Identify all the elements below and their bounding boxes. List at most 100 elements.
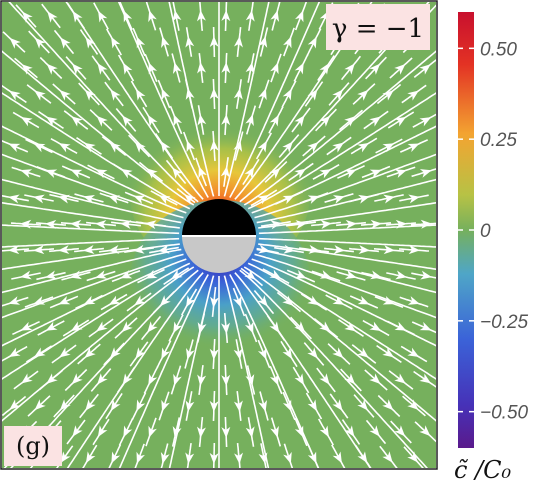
streamline-arrow <box>172 426 182 438</box>
streamline-arrow <box>121 321 133 333</box>
streamline-arrow <box>97 373 108 385</box>
streamline-arrow <box>109 142 121 153</box>
streamline <box>2 237 180 248</box>
streamline-arrow <box>344 270 357 279</box>
streamline-arrow <box>283 244 295 254</box>
streamline-arrow <box>83 194 96 204</box>
streamline-arrow <box>20 219 32 229</box>
streamline <box>258 237 436 248</box>
streamline-arrow <box>196 426 206 438</box>
streamline-arrow <box>186 295 196 308</box>
streamline-arrow <box>294 115 305 127</box>
streamline-arrow <box>97 425 108 438</box>
streamline <box>2 262 191 380</box>
streamline-arrow <box>60 451 71 463</box>
streamline-arrow <box>161 36 170 49</box>
streamline-arrow <box>407 399 419 410</box>
streamline-arrow <box>158 244 170 254</box>
gamma-label: γ = −1 <box>332 14 424 44</box>
streamline-arrow <box>245 426 255 438</box>
streamline-arrow <box>8 296 21 305</box>
streamline-arrow <box>33 245 45 255</box>
streamline <box>258 224 436 235</box>
streamline-arrow <box>245 10 255 22</box>
streamline-arrow <box>197 62 207 74</box>
streamline-arrow <box>46 116 58 127</box>
streamline-arrow <box>148 373 158 386</box>
streamline-arrow <box>294 373 305 386</box>
streamline-arrow <box>320 220 332 229</box>
streamline-arrow <box>22 11 33 23</box>
streamline-arrow <box>173 114 183 127</box>
streamline-arrow <box>282 195 295 205</box>
streamline-arrow <box>209 348 219 360</box>
streamline-arrow <box>357 451 368 463</box>
streamline-arrow <box>108 195 121 204</box>
streamline-arrow <box>383 245 395 255</box>
streamline-arrow <box>120 220 132 230</box>
streamlines <box>2 2 436 468</box>
particle <box>182 199 256 273</box>
streamline-arrow <box>332 451 342 464</box>
streamline-arrow <box>269 321 280 333</box>
streamline-arrow <box>244 269 256 280</box>
streamline-arrow <box>234 452 244 464</box>
streamline-arrow <box>209 452 219 464</box>
streamline-arrow <box>170 269 183 280</box>
streamline-arrow <box>46 373 58 384</box>
streamline-arrow <box>160 141 171 153</box>
streamline-arrow <box>109 347 121 359</box>
streamline-arrow <box>407 296 420 305</box>
panel-label: (g) <box>16 432 50 460</box>
streamline-arrow <box>185 452 195 464</box>
streamline-arrow <box>282 347 293 360</box>
streamline-arrow <box>258 244 270 254</box>
streamline-arrow <box>120 168 133 179</box>
streamline-arrow <box>394 321 407 331</box>
streamline-arrow <box>357 295 370 305</box>
streamline-arrow <box>20 116 33 127</box>
streamline-arrow <box>34 37 46 49</box>
streamline-arrow <box>344 373 356 385</box>
streamline-arrow <box>172 62 182 74</box>
streamline-arrow <box>319 62 330 75</box>
streamline-arrow <box>295 10 304 23</box>
streamline-arrow <box>344 425 355 437</box>
streamline-arrow <box>344 169 357 179</box>
streamline <box>256 178 436 224</box>
streamline <box>117 2 209 198</box>
streamline-arrow <box>135 88 146 101</box>
streamline-arrow <box>58 295 71 305</box>
streamline-arrow <box>420 219 432 229</box>
streamline-arrow <box>220 166 230 178</box>
streamline <box>2 266 195 422</box>
streamline-arrow <box>382 90 394 101</box>
streamline-arrow <box>148 425 157 438</box>
streamline <box>254 253 436 319</box>
negative-concentration-lobe <box>130 200 310 360</box>
streamline-arrow <box>221 114 231 126</box>
streamline <box>2 50 195 206</box>
streamline-arrow <box>72 63 83 75</box>
streamline-arrow <box>358 194 370 204</box>
particle-top-half <box>182 199 256 236</box>
streamline-arrow <box>257 347 267 360</box>
streamline-arrow <box>332 195 345 204</box>
streamline-arrow <box>307 36 317 49</box>
streamline-arrow <box>148 10 157 23</box>
streamline-arrow <box>233 36 243 48</box>
streamline-arrow <box>145 220 157 230</box>
streamline-arrow <box>344 63 355 75</box>
streamline <box>8 2 199 203</box>
streamline-arrow <box>245 62 255 74</box>
streamline-arrow <box>160 452 170 464</box>
streamline-arrow <box>294 321 306 333</box>
streamline-arrow <box>71 116 83 127</box>
streamline-arrow <box>97 63 108 75</box>
streamline-arrow <box>307 347 318 359</box>
streamline-arrow <box>419 169 432 178</box>
streamline <box>2 92 191 210</box>
streamline-arrow <box>369 63 381 75</box>
streamline-arrow <box>308 244 320 254</box>
streamline-arrow <box>382 399 394 411</box>
